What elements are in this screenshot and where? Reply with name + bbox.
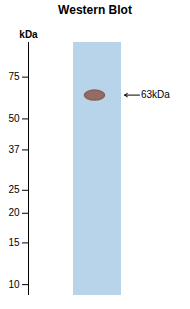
svg-text:15: 15 bbox=[8, 237, 20, 248]
svg-text:37: 37 bbox=[8, 144, 20, 155]
svg-text:50: 50 bbox=[8, 113, 20, 124]
svg-text:63kDa: 63kDa bbox=[141, 89, 170, 100]
svg-text:75: 75 bbox=[8, 71, 20, 82]
svg-text:25: 25 bbox=[8, 184, 20, 195]
svg-text:10: 10 bbox=[8, 279, 20, 290]
svg-text:kDa: kDa bbox=[19, 29, 38, 40]
svg-text:20: 20 bbox=[8, 207, 20, 218]
html-text:Western Blot: Western Blot bbox=[58, 3, 132, 17]
